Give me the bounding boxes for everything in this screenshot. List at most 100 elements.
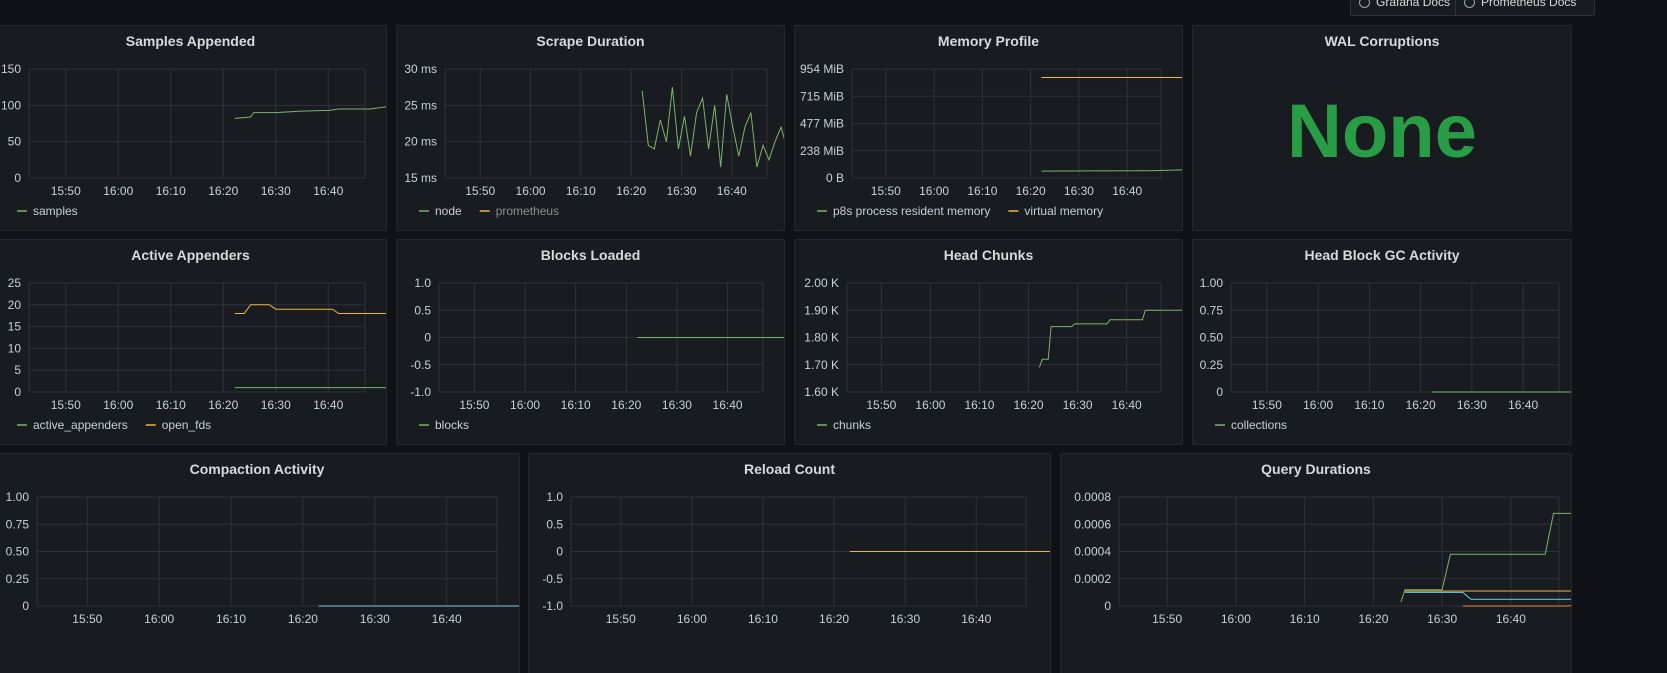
chart-svg: 954 MiB 715 MiB 477 MiB 238 MiB 0 B 15:50 16:0…: [800, 62, 1182, 218]
y-tick-label: -1.0: [542, 599, 563, 613]
x-tick-label: 16:00: [915, 398, 945, 412]
panel-title: Blocks Loaded: [540, 247, 641, 263]
panel-head-block-gc[interactable]: Head Block GC Activity 1.00 0.75 0.50 0.25 0 1…: [1192, 239, 1572, 445]
panel-wal-corruptions[interactable]: WAL Corruptions None: [1192, 25, 1572, 231]
panel-query-durations[interactable]: Query Durations 0.0008 0.0006 0.0004 0.0002 0…: [1060, 453, 1572, 673]
y-tick-label: 1.00: [1200, 276, 1224, 290]
y-tick-label: 1.00: [6, 490, 30, 504]
series-line-q2: [1405, 590, 1571, 592]
x-tick-label: 16:00: [103, 398, 133, 412]
x-tick-label: 16:40: [313, 184, 343, 198]
chart-svg: 1.00 0.75 0.50 0.25 0 15:50 16:00 16:10 16:20 16:…: [6, 490, 519, 626]
x-tick-label: 16:20: [1016, 184, 1046, 198]
series-line-p8s-process-resident-memory: [1041, 169, 1182, 172]
x-tick-label: 16:10: [1290, 612, 1320, 626]
x-tick-label: 16:10: [566, 184, 596, 198]
y-tick-label: 0.25: [1200, 358, 1224, 372]
x-tick-label: 16:40: [432, 612, 462, 626]
y-tick-label: -0.5: [410, 358, 431, 372]
info-icon: [1464, 0, 1475, 8]
x-tick-label: 16:40: [313, 398, 343, 412]
series-line-chunks: [1038, 309, 1182, 368]
x-tick-label: 16:20: [819, 612, 849, 626]
y-tick-label: 1.90 K: [804, 303, 839, 317]
x-tick-label: 16:00: [919, 184, 949, 198]
series-line-q4: [1462, 605, 1571, 607]
chart-svg: 1.0 0.5 0 -0.5 -1.0 15:50 16:00 16:10 16:20 16:30…: [542, 490, 1050, 626]
panel-compaction-activity[interactable]: Compaction Activity 1.00 0.75 0.50 0.25 0 15:5…: [0, 453, 520, 673]
y-tick-label: 0.0008: [1074, 490, 1111, 504]
info-icon: [1359, 0, 1370, 8]
panel-reload-count[interactable]: Reload Count 1.0 0.5 0 -0.5 -1.0 15:50 16:00 16:…: [528, 453, 1051, 673]
y-tick-label: 30 ms: [404, 62, 437, 76]
x-tick-label: 16:40: [1112, 184, 1142, 198]
y-tick-label: 0 B: [826, 171, 844, 185]
x-tick-label: 16:30: [666, 184, 696, 198]
y-tick-label: 0: [1216, 385, 1223, 399]
x-tick-label: 16:30: [360, 612, 390, 626]
legend-item-node: node: [435, 204, 462, 218]
panel-title: Head Chunks: [943, 247, 1034, 263]
panel-title: Scrape Duration: [536, 33, 645, 49]
legend-item-active-appenders: active_appenders: [33, 418, 128, 432]
x-tick-label: 16:00: [1303, 398, 1333, 412]
x-tick-label: 16:00: [144, 612, 174, 626]
y-tick-label: 100: [1, 98, 21, 112]
chart-svg: 30 ms 25 ms 20 ms 15 ms 15:50 16:00 16:10 16:20…: [404, 62, 784, 218]
x-tick-label: 15:50: [459, 398, 489, 412]
x-tick-label: 16:30: [1064, 184, 1094, 198]
x-tick-label: 16:00: [103, 184, 133, 198]
x-tick-label: 16:40: [713, 398, 743, 412]
y-tick-label: 0: [22, 599, 29, 613]
y-tick-label: 715 MiB: [800, 89, 844, 103]
panel-active-appenders[interactable]: Active Appenders 25 20 15 10 5 0 15:50 16:00 16:1…: [0, 239, 387, 445]
y-tick-label: 20: [8, 298, 22, 312]
legend-item-prometheus: prometheus: [496, 204, 559, 218]
x-tick-label: 16:00: [677, 612, 707, 626]
x-tick-label: 15:50: [465, 184, 495, 198]
grafana-docs-link[interactable]: Grafana Docs: [1350, 0, 1470, 16]
prometheus-docs-link[interactable]: Prometheus Docs: [1455, 0, 1595, 16]
y-tick-label: 1.70 K: [804, 358, 839, 372]
x-tick-label: 16:40: [961, 612, 991, 626]
series-line-node: [641, 87, 784, 168]
x-tick-label: 16:40: [1496, 612, 1526, 626]
x-tick-label: 15:50: [72, 612, 102, 626]
y-tick-label: 1.80 K: [804, 331, 839, 345]
panel-scrape-duration[interactable]: Scrape Duration 30 ms 25 ms 20 ms 15 ms 15:50…: [396, 25, 785, 231]
x-tick-label: 16:30: [1457, 398, 1487, 412]
x-tick-label: 16:20: [208, 184, 238, 198]
y-tick-label: 1.60 K: [804, 385, 839, 399]
legend-item-collections: collections: [1231, 418, 1287, 432]
y-tick-label: 238 MiB: [800, 144, 844, 158]
y-tick-label: 0: [424, 331, 431, 345]
panel-blocks-loaded[interactable]: Blocks Loaded 1.0 0.5 0 -0.5 -1.0 15:50 16:00 16…: [396, 239, 785, 445]
x-tick-label: 16:20: [1358, 612, 1388, 626]
y-tick-label: 0: [14, 171, 21, 185]
y-tick-label: 0.50: [1200, 331, 1224, 345]
y-tick-label: 477 MiB: [800, 117, 844, 131]
x-tick-label: 16:10: [967, 184, 997, 198]
x-tick-label: 16:20: [288, 612, 318, 626]
x-tick-label: 16:40: [1112, 398, 1142, 412]
x-tick-label: 16:40: [1508, 398, 1538, 412]
panel-title: Head Block GC Activity: [1304, 247, 1460, 263]
x-tick-label: 16:20: [1014, 398, 1044, 412]
panel-head-chunks[interactable]: Head Chunks 2.00 K 1.90 K 1.80 K 1.70 K 1.60 …: [794, 239, 1183, 445]
x-tick-label: 16:30: [662, 398, 692, 412]
y-tick-label: 50: [8, 135, 22, 149]
x-tick-label: 16:20: [616, 184, 646, 198]
x-tick-label: 16:20: [1406, 398, 1436, 412]
x-tick-label: 16:00: [516, 184, 546, 198]
y-tick-label: -1.0: [410, 385, 431, 399]
x-tick-label: 15:50: [866, 398, 896, 412]
panel-memory-profile[interactable]: Memory Profile 954 MiB 715 MiB 477 MiB 238 M…: [794, 25, 1183, 231]
series-line-q1: [1400, 512, 1571, 603]
y-tick-label: 0.5: [414, 303, 431, 317]
legend-item-blocks: blocks: [435, 418, 469, 432]
panel-samples-appended[interactable]: Samples Appended 150 100 50 0 15:50 16:00 16:10…: [0, 25, 387, 231]
x-tick-label: 16:10: [156, 184, 186, 198]
y-tick-label: 1.0: [414, 276, 431, 290]
y-tick-label: 15 ms: [404, 171, 437, 185]
panel-title: Active Appenders: [131, 247, 250, 263]
